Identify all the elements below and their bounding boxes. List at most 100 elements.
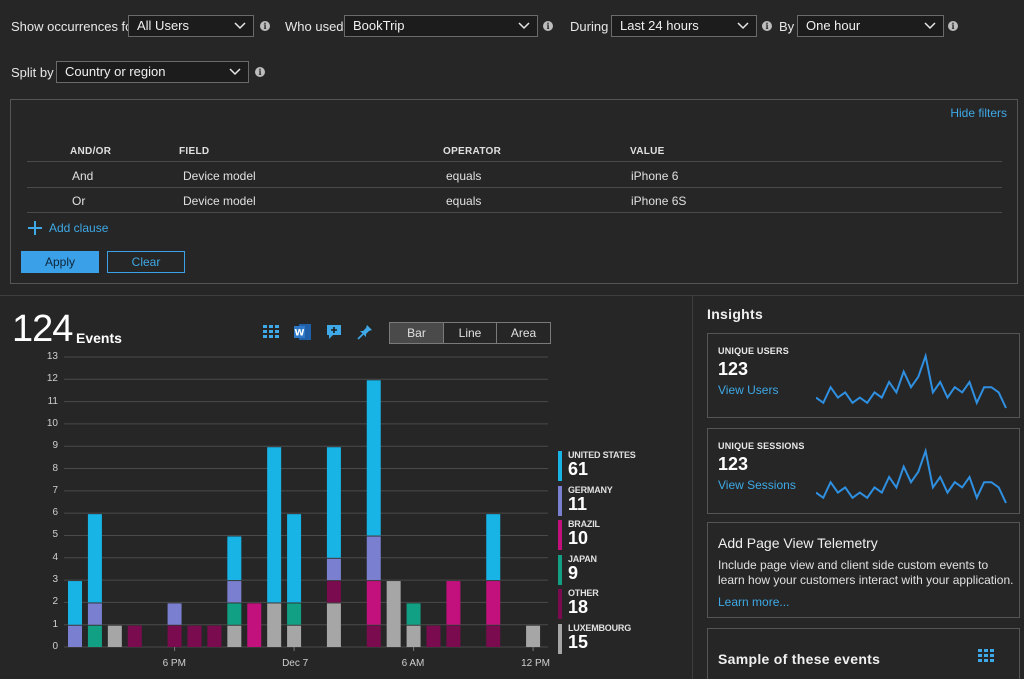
info-icon[interactable]: i: [948, 21, 958, 31]
legend-name: GERMANY: [568, 484, 613, 495]
filter-panel: Hide filters AND/OR FIELD OPERATOR VALUE…: [10, 99, 1018, 284]
bar-segment-luxembourg[interactable]: [267, 603, 282, 647]
legend-value: 11: [568, 493, 588, 514]
sample-events-title: Sample of these events: [718, 651, 881, 667]
bar-segment-germany[interactable]: [227, 581, 242, 603]
header-operator: OPERATOR: [443, 146, 502, 157]
y-tick-label: 7: [52, 484, 58, 496]
by-select[interactable]: One hour: [797, 15, 944, 37]
bar-segment-brazil[interactable]: [486, 581, 501, 625]
info-icon[interactable]: i: [543, 21, 553, 31]
x-tick-label: 12 PM: [521, 658, 550, 669]
show-occurrences-select[interactable]: All Users: [128, 15, 254, 37]
bar-segment-japan[interactable]: [87, 625, 102, 647]
bar-segment-germany[interactable]: [167, 603, 182, 625]
header-andor: AND/OR: [70, 146, 112, 157]
unique-users-sparkline: [816, 352, 1007, 409]
bar-segment-germany[interactable]: [87, 603, 102, 625]
bar-segment-other[interactable]: [486, 625, 501, 647]
bar-segment-other[interactable]: [366, 625, 381, 647]
bar-segment-luxembourg[interactable]: [406, 625, 421, 647]
bar-segment-brazil[interactable]: [446, 581, 461, 625]
bar-segment-germany[interactable]: [68, 625, 82, 647]
sparkline-path: [816, 352, 1007, 409]
filter-row-andor[interactable]: And: [72, 169, 94, 183]
y-tick-label: 10: [46, 417, 58, 429]
unique-sessions-value: 123: [718, 454, 749, 474]
bar-segment-japan[interactable]: [227, 603, 242, 625]
pin-icon[interactable]: [357, 324, 373, 340]
info-icon[interactable]: i: [762, 21, 772, 31]
by-label: By: [779, 19, 795, 34]
view-toggle-area[interactable]: Area: [496, 322, 551, 344]
sparkline-path: [816, 447, 1007, 504]
x-tick-label: 6 AM: [401, 658, 425, 669]
bar-segment-united-states[interactable]: [287, 514, 302, 603]
hide-filters-link[interactable]: Hide filters: [950, 106, 1007, 120]
bar-segment-japan[interactable]: [406, 603, 421, 625]
bar-segment-other[interactable]: [167, 625, 182, 647]
bar-segment-brazil[interactable]: [247, 603, 262, 647]
events-bar-chart: [64, 356, 548, 651]
legend-value: 9: [568, 562, 579, 583]
filter-row-andor[interactable]: Or: [72, 194, 86, 208]
filter-row-value[interactable]: iPhone 6: [631, 169, 679, 183]
bar-segment-other[interactable]: [127, 625, 142, 647]
word-icon[interactable]: W: [294, 323, 312, 341]
svg-text:W: W: [295, 329, 305, 339]
grid-icon[interactable]: [263, 325, 279, 339]
bar-segment-luxembourg[interactable]: [526, 625, 541, 647]
bar-segment-united-states[interactable]: [486, 514, 501, 581]
bar-segment-united-states[interactable]: [366, 380, 381, 536]
bar-segment-united-states[interactable]: [267, 447, 282, 603]
view-sessions-link[interactable]: View Sessions: [718, 478, 796, 492]
bar-segment-germany[interactable]: [326, 558, 341, 581]
legend-name: LUXEMBOURG: [568, 622, 631, 633]
bar-segment-other[interactable]: [446, 625, 461, 647]
chevron-down-icon: [234, 22, 246, 30]
bar-segment-other[interactable]: [187, 625, 202, 647]
y-tick-label: 2: [52, 596, 58, 608]
clear-button[interactable]: Clear: [107, 251, 185, 273]
bar-segment-other[interactable]: [326, 581, 341, 603]
bar-segment-luxembourg[interactable]: [227, 625, 242, 647]
legend-name: BRAZIL: [568, 519, 600, 529]
add-comment-icon[interactable]: [325, 323, 343, 341]
bar-segment-united-states[interactable]: [227, 536, 242, 581]
bar-segment-germany[interactable]: [366, 536, 381, 581]
info-icon[interactable]: i: [260, 21, 270, 31]
section-divider: [0, 295, 1024, 296]
x-tick-label: Dec 7: [282, 658, 309, 669]
learn-more-link[interactable]: Learn more...: [718, 595, 790, 609]
filter-row-value[interactable]: iPhone 6S: [631, 194, 687, 208]
bar-segment-other[interactable]: [426, 625, 441, 647]
split-by-label: Split by: [11, 65, 54, 80]
grid-icon[interactable]: [978, 649, 994, 663]
bar-segment-luxembourg[interactable]: [107, 625, 122, 647]
bar-segment-united-states[interactable]: [87, 514, 102, 603]
split-by-value: Country or region: [65, 64, 166, 79]
bar-segment-japan[interactable]: [287, 603, 302, 625]
bar-segment-luxembourg[interactable]: [386, 581, 401, 647]
bar-segment-brazil[interactable]: [366, 581, 381, 625]
y-tick-label: 12: [46, 373, 58, 385]
divider: [27, 187, 1002, 188]
view-users-link[interactable]: View Users: [718, 383, 779, 397]
legend-swatch: [558, 485, 562, 516]
during-value: Last 24 hours: [620, 18, 699, 33]
bar-segment-united-states[interactable]: [326, 447, 341, 558]
filter-row-field[interactable]: Device model: [183, 169, 256, 183]
bar-segment-luxembourg[interactable]: [326, 603, 341, 647]
filter-row-operator[interactable]: equals: [446, 169, 482, 183]
bar-segment-luxembourg[interactable]: [287, 625, 302, 647]
filter-row-field[interactable]: Device model: [183, 194, 256, 208]
apply-button[interactable]: Apply: [21, 251, 99, 273]
during-select[interactable]: Last 24 hours: [611, 15, 757, 37]
bar-segment-other[interactable]: [207, 625, 222, 647]
who-used-value: BookTrip: [353, 18, 405, 33]
who-used-select[interactable]: BookTrip: [344, 15, 538, 37]
bar-segment-united-states[interactable]: [68, 581, 82, 625]
split-by-select[interactable]: Country or region: [56, 61, 249, 83]
filter-row-operator[interactable]: equals: [446, 194, 482, 208]
info-icon[interactable]: i: [255, 67, 265, 77]
